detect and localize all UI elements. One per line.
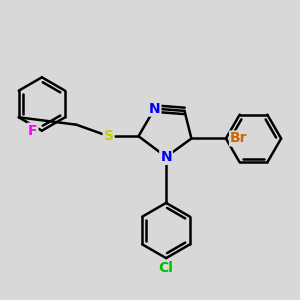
Text: Cl: Cl [159, 261, 173, 275]
Text: N: N [160, 150, 172, 164]
Text: N: N [149, 102, 161, 116]
Text: S: S [103, 129, 114, 143]
Text: F: F [28, 124, 38, 138]
Text: Br: Br [230, 131, 247, 146]
